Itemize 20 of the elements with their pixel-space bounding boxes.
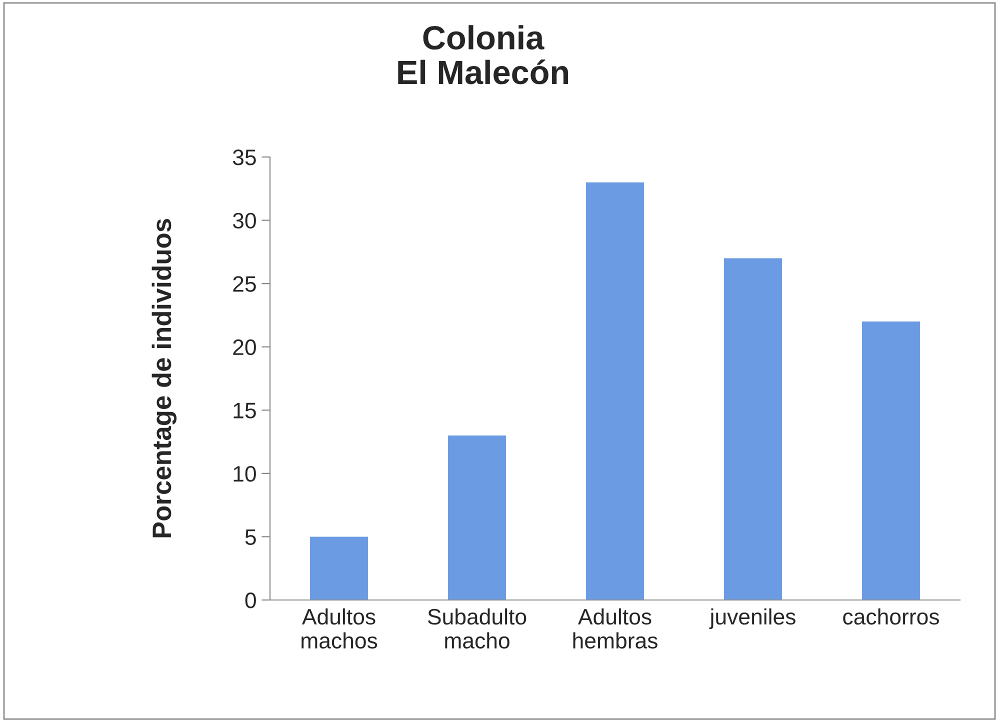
bar — [724, 258, 782, 600]
bar — [448, 435, 506, 600]
x-tick-label: juveniles — [709, 608, 796, 630]
y-tick-label: 5 — [245, 529, 256, 545]
y-tick-label: 15 — [234, 402, 256, 418]
bar — [586, 182, 644, 600]
y-tick-label: 35 — [232, 150, 256, 166]
x-tick-label: Adultos machos — [302, 608, 378, 649]
x-tick-label: cachorros — [843, 608, 939, 625]
bar — [862, 322, 920, 600]
x-tick-label: Subadulto macho — [428, 608, 526, 649]
chart-title: Colonia El Malecón — [398, 25, 568, 84]
y-axis-title: Porcentage de individuos — [152, 219, 177, 538]
y-tick-label: 25 — [233, 276, 256, 292]
y-tick-label: 20 — [233, 339, 256, 356]
y-tick-label: 30 — [232, 212, 256, 229]
x-tick-label: Adultos hembras — [573, 608, 658, 649]
bar — [310, 536, 368, 600]
y-tick-label: 10 — [234, 466, 256, 482]
y-tick-label: 0 — [245, 592, 256, 608]
